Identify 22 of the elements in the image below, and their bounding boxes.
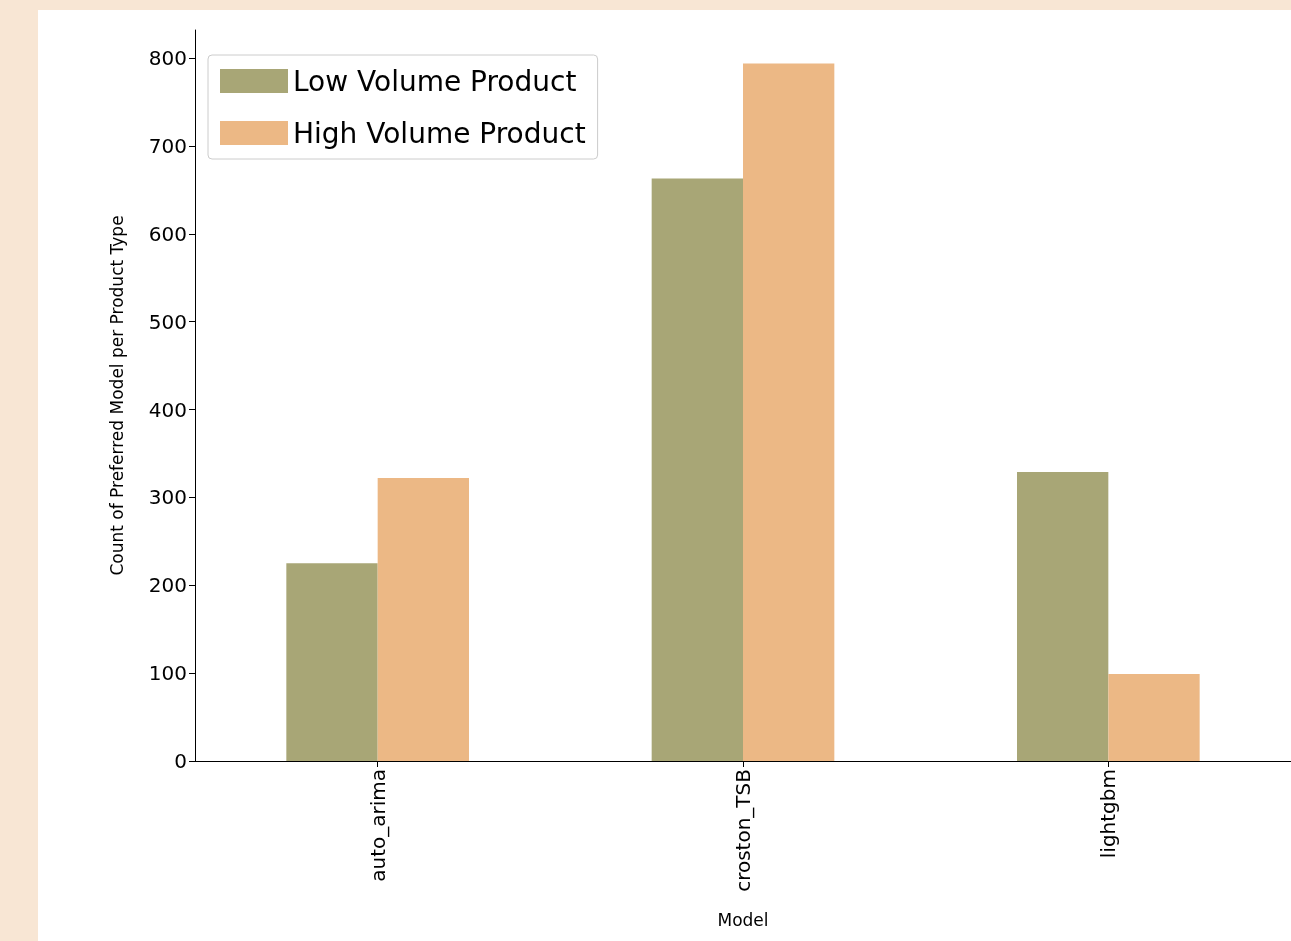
y-tick-label: 800 [148, 46, 187, 71]
bar [286, 563, 378, 761]
y-tick-label: 0 [174, 749, 187, 773]
y-axis-title: Count of Preferred Model per Product Type [106, 215, 127, 576]
y-tick-label: 600 [148, 221, 187, 246]
bar [1017, 471, 1109, 761]
y-tick-label: 400 [148, 397, 187, 422]
bar [1108, 674, 1200, 761]
x-tick-label: auto_arima [365, 769, 390, 882]
x-axis-title: Model [717, 909, 769, 930]
y-tick-label: 100 [148, 661, 187, 686]
y-tick-label: 300 [148, 485, 187, 510]
y-tick-label: 200 [148, 573, 187, 598]
bar [743, 63, 835, 761]
x-tick-label: lightgbm [1096, 769, 1121, 859]
x-tick-label: croston_TSB [731, 769, 755, 892]
y-tick-label: 500 [148, 309, 187, 334]
y-tick-label: 700 [148, 133, 187, 158]
bar [377, 478, 469, 761]
bar [651, 178, 743, 761]
legend-label: Low Volume Product [293, 64, 577, 98]
legend-label: High Volume Product [293, 116, 586, 150]
